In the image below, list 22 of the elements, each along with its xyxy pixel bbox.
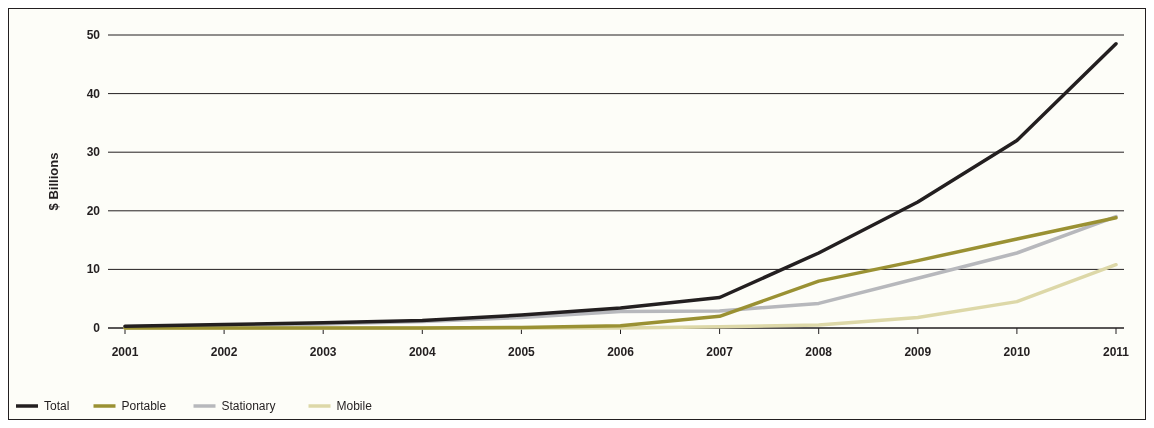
y-axis-title: $ Billions: [46, 152, 61, 211]
x-tick-label: 2007: [706, 345, 734, 359]
y-tick-label: 40: [86, 86, 101, 101]
x-tick-label: 2010: [1003, 345, 1031, 359]
x-tick-label: 2011: [1102, 345, 1130, 359]
legend-label: Stationary: [221, 399, 276, 413]
y-tick-label: 10: [86, 262, 101, 277]
x-tick-label: 2009: [904, 345, 932, 359]
x-tick-label: 2004: [408, 345, 436, 359]
y-tick-label: 50: [86, 28, 101, 42]
x-tick-label: 2006: [607, 345, 635, 359]
legend-label: Portable: [121, 399, 167, 413]
x-tick-label: 2002: [210, 345, 238, 359]
y-tick-label: 0: [93, 321, 101, 335]
x-tick-label: 2005: [508, 345, 536, 359]
legend-label: Total: [44, 399, 70, 413]
y-tick-label: 20: [86, 203, 101, 218]
legend-label: Mobile: [336, 399, 373, 413]
x-tick-label: 2003: [309, 345, 337, 359]
x-tick-label: 2008: [805, 345, 833, 359]
y-tick-label: 30: [86, 145, 101, 160]
x-tick-label: 2001: [111, 345, 139, 359]
